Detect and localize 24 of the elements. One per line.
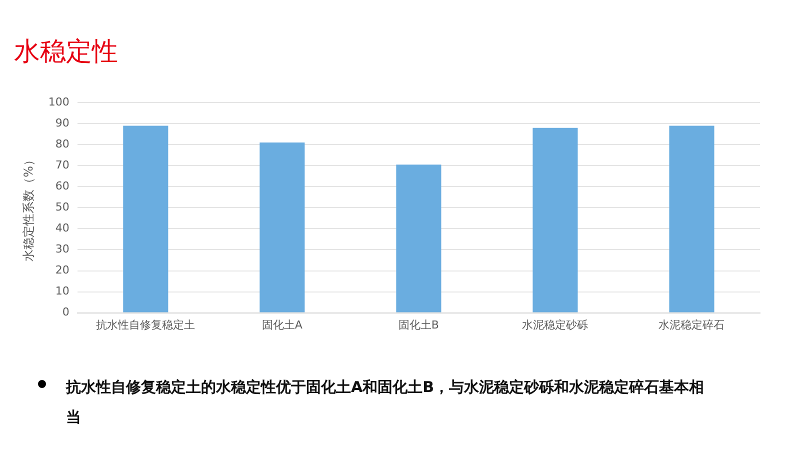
y-tick-label: 90 [55,116,70,130]
x-tick-label: 固化土A [262,318,303,332]
y-tick-label: 60 [55,180,70,193]
x-tick-label: 水泥稳定碎石 [658,318,725,332]
y-tick-label: 40 [55,222,70,235]
bar [669,126,714,312]
chart-title: 水稳定性 [14,36,118,69]
y-tick-label: 50 [55,200,70,214]
y-tick-label: 20 [55,264,70,277]
y-tick-label: 0 [62,306,70,319]
y-tick-label: 80 [55,138,70,150]
x-tick-label: 抗水性自修复稳定土 [96,318,196,332]
bar [396,164,442,312]
y-tick-label: 70 [55,158,70,172]
text: 抗水性自修复稳定土的水稳定性优于固化土A和固化土B，与水泥稳定砂砾和水泥稳定碎石基本相当 [66,377,706,428]
x-tick-label: 固化土B [398,318,439,332]
y-axis-title: 水稳定性系数（%） [21,154,36,262]
y-tick-label: 100 [48,95,70,108]
bar [123,126,168,312]
bar [260,142,305,312]
y-tick-label: 30 [55,242,70,256]
y-tick-label: 10 [55,284,70,298]
bar [532,128,578,312]
x-tick-label: 水泥稳定砂砾 [522,318,588,332]
